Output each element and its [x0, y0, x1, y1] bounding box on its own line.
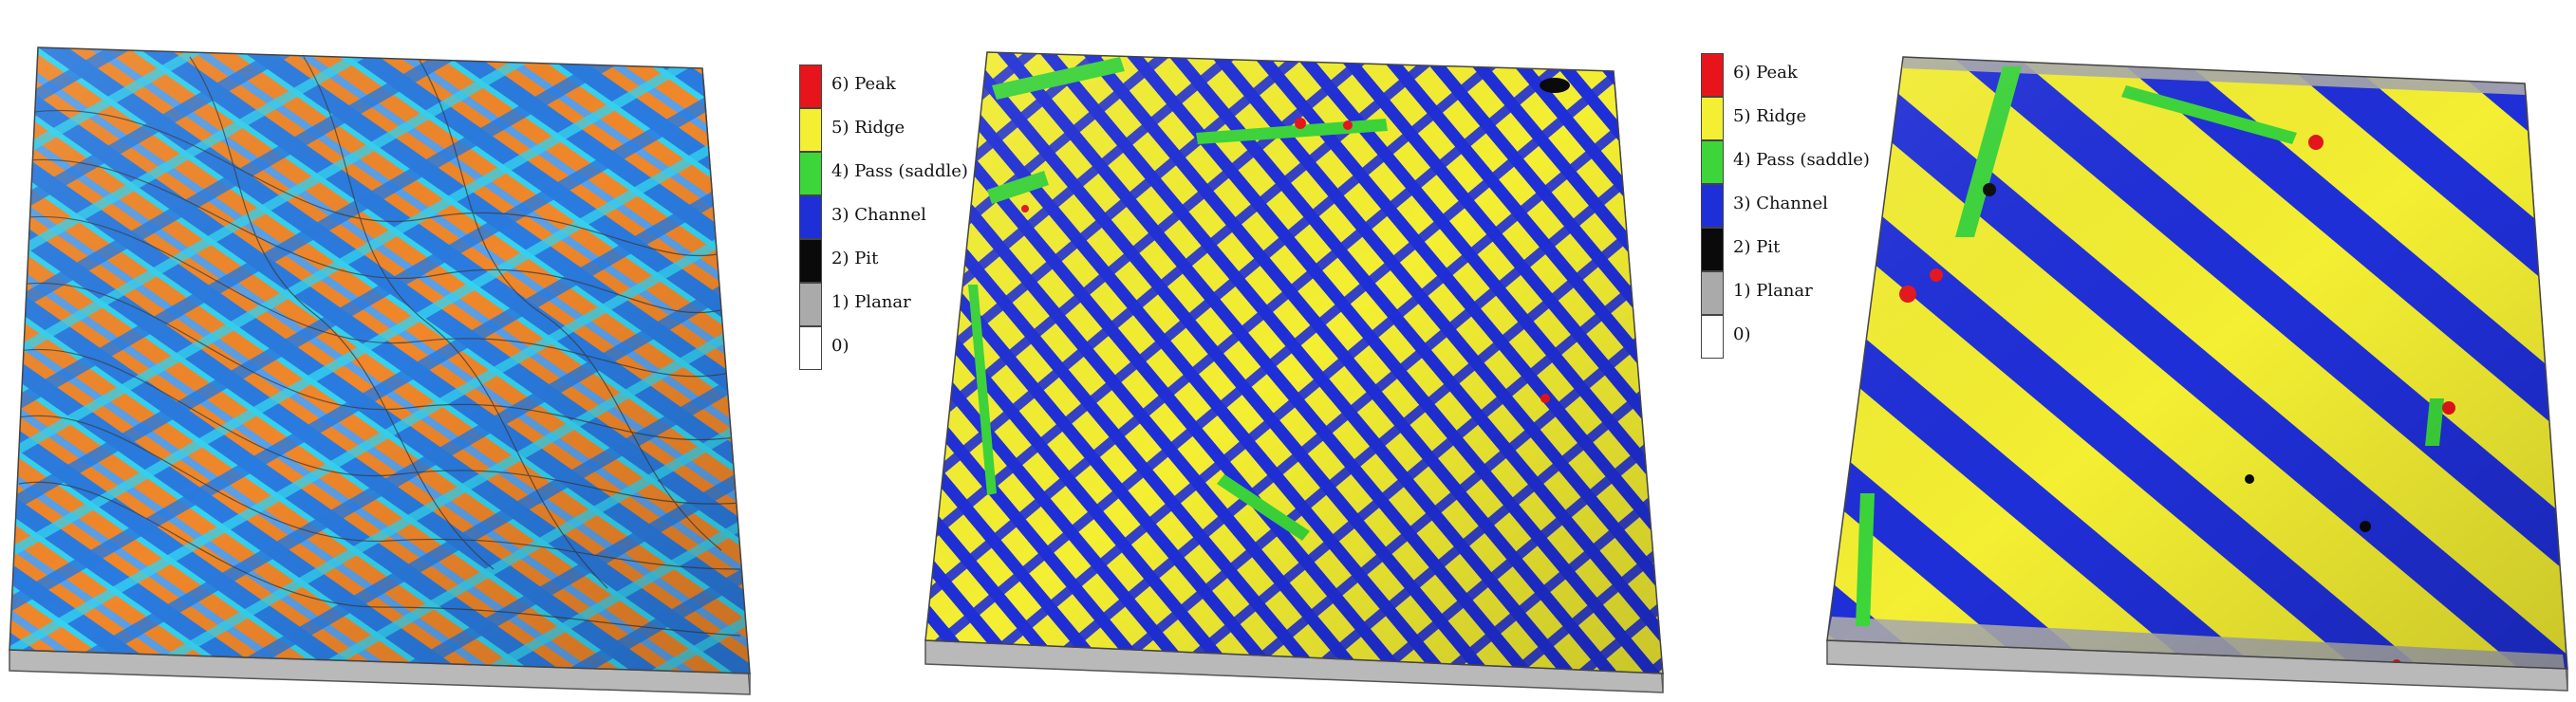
legend-swatch-planar — [799, 283, 822, 326]
legend-label: 1) Planar — [1733, 281, 1813, 301]
legend-item: 4) Pass (saddle) — [799, 152, 989, 195]
legend-label: 6) Peak — [831, 74, 896, 94]
legend-label: 5) Ridge — [831, 118, 905, 138]
legend-label: 0) — [831, 336, 849, 356]
legend-item: 2) Pit — [799, 239, 989, 283]
features-block-coarse — [1826, 56, 2568, 692]
legend-label: 2) Pit — [831, 249, 879, 268]
legend-item: 3) Channel — [1701, 184, 1891, 228]
legend-swatch-pass — [1701, 140, 1724, 184]
features-block-fine — [924, 51, 1664, 693]
legend-item: 6) Peak — [799, 65, 989, 108]
legend-label: 5) Ridge — [1733, 106, 1807, 126]
legend-label: 1) Planar — [831, 292, 911, 312]
curvature-block — [9, 46, 751, 695]
legend-swatch-zero — [799, 326, 822, 370]
legend-label: 4) Pass (saddle) — [1733, 150, 1870, 170]
legend-label: 2) Pit — [1733, 237, 1781, 257]
legend-swatch-ridge — [799, 108, 822, 152]
legend-swatch-pit — [799, 239, 822, 283]
legend-swatch-peak — [1701, 53, 1724, 97]
legend-swatch-pass — [799, 152, 822, 195]
legend-swatch-pit — [1701, 228, 1724, 271]
legend-item: 0) — [799, 326, 989, 370]
legend-label: 3) Channel — [1733, 194, 1828, 213]
legend-label: 6) Peak — [1733, 63, 1798, 83]
legend-item: 6) Peak — [1701, 53, 1891, 97]
legend-swatch-planar — [1701, 271, 1724, 315]
legend-label: 4) Pass (saddle) — [831, 161, 968, 181]
legend-item: 5) Ridge — [1701, 97, 1891, 140]
legend-swatch-peak — [799, 65, 822, 108]
legend-label: 3) Channel — [831, 205, 926, 225]
legend-item: 3) Channel — [799, 195, 989, 239]
legend-swatch-channel — [1701, 184, 1724, 228]
legend-item: 1) Planar — [1701, 271, 1891, 315]
legend-item: 4) Pass (saddle) — [1701, 140, 1891, 184]
legend-item: 5) Ridge — [799, 108, 989, 152]
legend-item: 0) — [1701, 315, 1891, 359]
legend-swatch-zero — [1701, 315, 1724, 359]
legend-swatch-ridge — [1701, 97, 1724, 140]
legend-item: 1) Planar — [799, 283, 989, 326]
legend-item: 2) Pit — [1701, 228, 1891, 271]
legend-label: 0) — [1733, 324, 1751, 344]
legend-swatch-channel — [799, 195, 822, 239]
